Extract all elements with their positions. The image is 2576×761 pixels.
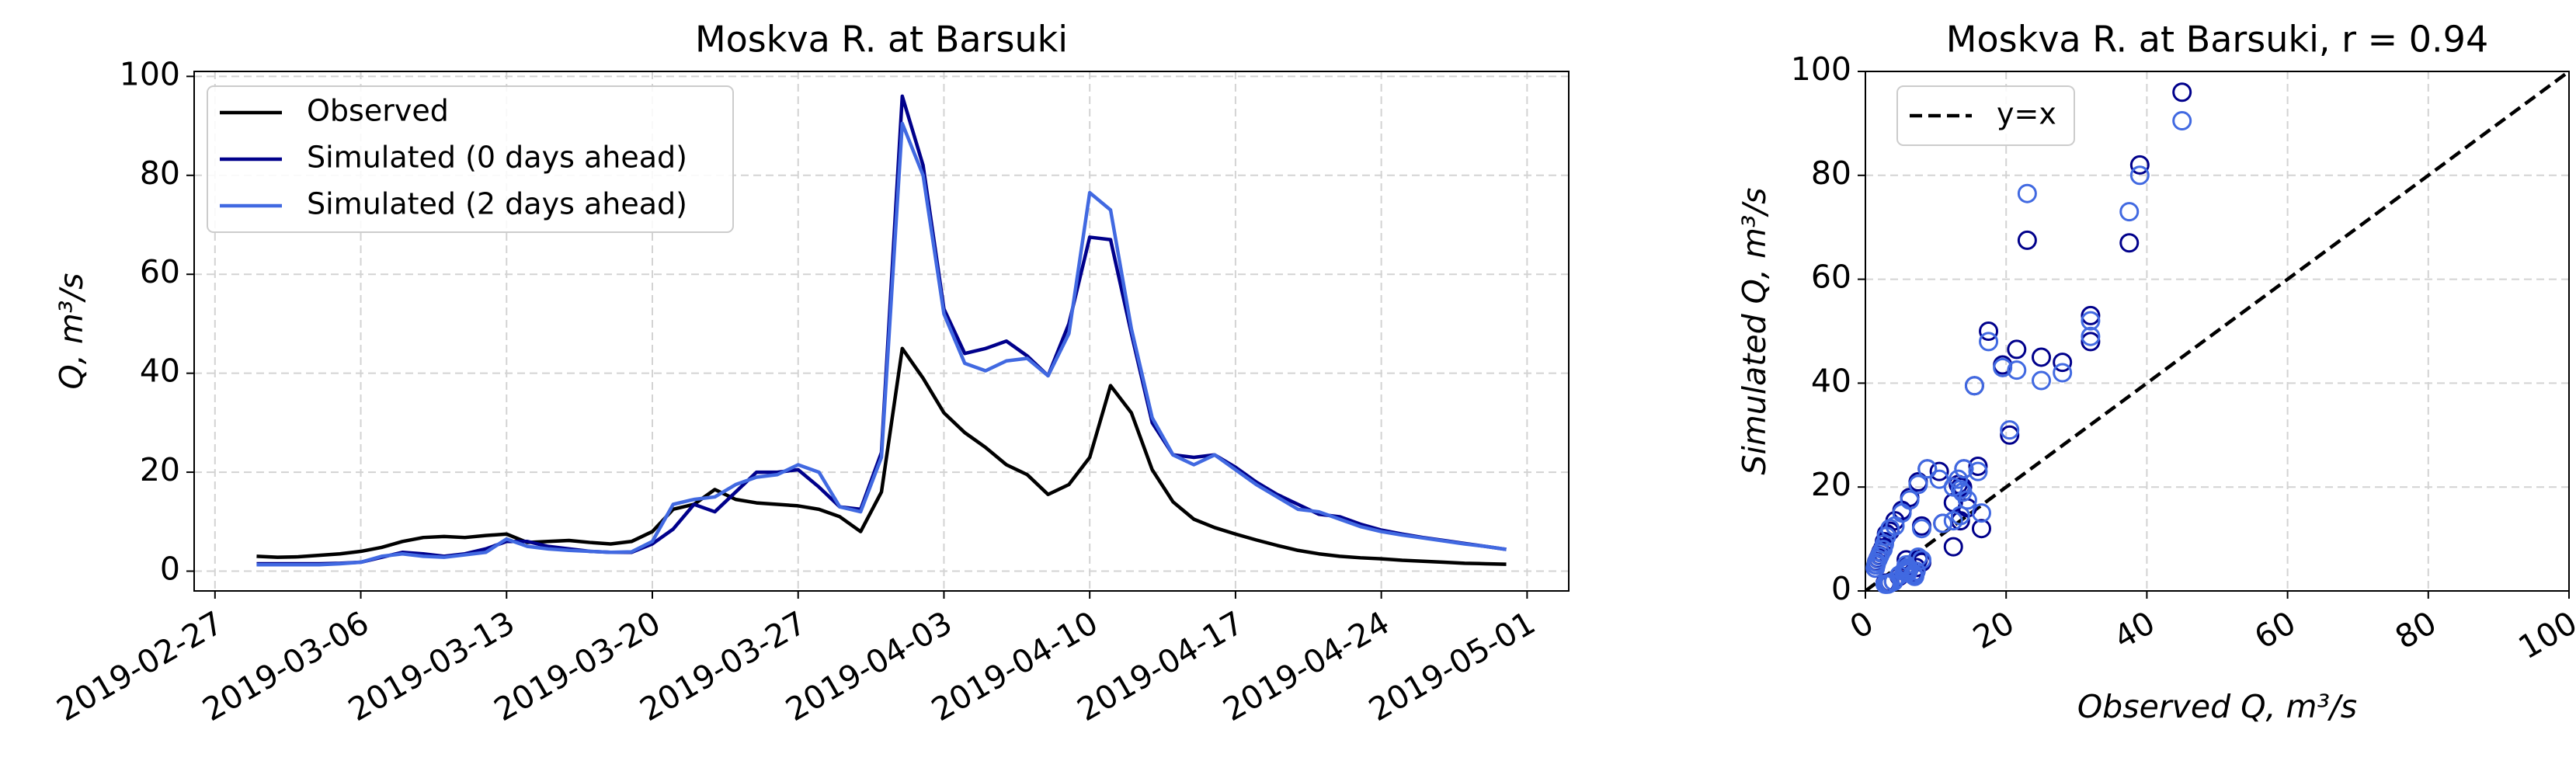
scatter-point [2053,353,2073,373]
scatter-point [2129,165,2150,186]
x-tick-label: 80 [2389,604,2442,657]
x-tick-label: 2019-02-27 [50,604,229,729]
x-tick-label: 2019-03-13 [342,604,520,729]
scatter-point [1979,332,1999,352]
x-tick-label: 100 [2512,604,2576,667]
scatter-point [1865,558,1886,579]
legend-label: y=x [1997,97,2056,131]
scatter-point [2172,111,2192,131]
y-tick-label: 0 [160,551,180,588]
scatter-point [1908,474,1928,495]
y-tick-label: 60 [140,253,180,290]
x-tick-label: 2019-03-20 [488,604,666,729]
scatter-point [1929,469,1949,489]
x-tick-label: 2019-04-17 [1071,604,1250,729]
x-tick-label: 2019-04-24 [1217,604,1396,729]
chart-title: Moskva R. at Barsuki [695,19,1068,61]
x-tick-label: 20 [1967,604,2021,657]
legend-box [207,85,734,233]
axes-frame [193,71,1570,592]
scatter-point [2081,311,2101,331]
axes-frame [1865,71,2570,592]
legend-label: Observed [307,94,449,128]
scatter-point [2081,305,2101,325]
plot-area [256,94,1507,567]
scatter-point [1979,321,1999,341]
y-tick-label: 20 [1811,466,1851,503]
scatter-point [2081,332,2101,352]
scatter-point [1993,357,2013,377]
scatter-point [1929,461,1949,481]
scatter-point [1968,461,1988,481]
scatter-point [2017,183,2037,203]
scatter-point [1897,561,1917,581]
scatter-point [2017,230,2037,250]
scatter-point [2119,202,2140,222]
y-tick-label: 40 [1811,362,1851,399]
scatter-point [2032,347,2051,367]
legend-label: Simulated (0 days ahead) [307,141,687,175]
x-tick-label: 40 [2108,604,2161,657]
y-tick-label: 80 [140,155,180,192]
scatter-point [2119,233,2140,253]
x-tick-label: 2019-04-10 [925,604,1104,729]
x-tick-label: 0 [1844,604,1880,647]
scatter-point [1911,550,1931,570]
x-tick-label: 60 [2248,604,2302,657]
scatter-point [1971,519,1991,539]
scatter-point [1971,503,1991,523]
scatter-point [1954,459,1974,479]
y-tick-label: 80 [1811,155,1851,192]
y-tick-label: 100 [120,55,180,92]
y-tick-label: 100 [1791,50,1851,88]
scatter-point [2007,339,2027,360]
scatter-point [1964,376,1984,396]
scatter-point [2000,420,2020,440]
scatter-point [2172,82,2192,103]
scatter-point [1933,513,1953,533]
scatter-point [2053,363,2073,383]
x-tick-label: 2019-03-06 [196,604,375,729]
y-tick-label: 40 [140,353,180,390]
legend-box [1896,85,2075,146]
scatter-point [2129,155,2150,175]
series-line [256,121,1507,567]
y-axis-label: Q, m³/s [53,273,90,390]
y-axis-label: Simulated Q, m³/s [1736,187,1773,474]
x-tick-label: 2019-04-03 [780,604,958,729]
y-tick-label: 60 [1811,259,1851,296]
x-axis-label: Observed Q, m³/s [2077,688,2357,725]
scatter-point [2032,370,2051,391]
x-tick-label: 2019-03-27 [634,604,812,729]
chart-title: Moskva R. at Barsuki, r = 0.94 [1946,19,2488,61]
plot-area [1865,71,2569,591]
scatter-point [1917,459,1938,479]
scatter-point [2007,360,2027,380]
scatter-point [1950,506,1970,526]
y-tick-label: 20 [140,451,180,488]
scatter-point [1883,572,1903,592]
x-tick-label: 2019-05-01 [1363,604,1542,729]
series-line [256,346,1507,566]
y-tick-label: 0 [1831,570,1851,607]
scatter-point [1876,526,1896,547]
reference-line [1865,71,2569,591]
scatter-point [1952,482,1973,502]
scatter-point [1968,456,1988,476]
scatter-point [2000,425,2020,445]
scatter-point [2081,326,2101,346]
scatter-point [1943,537,1963,557]
scatter-point [1911,519,1931,539]
legend-label: Simulated (2 days ahead) [307,187,687,221]
